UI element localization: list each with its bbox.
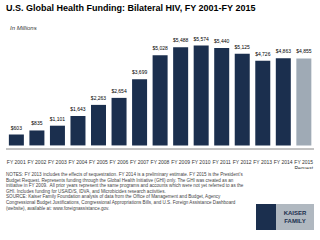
svg-text:$4,863: $4,863 [276,48,292,54]
svg-text:$2,263: $2,263 [91,95,107,101]
svg-text:FY 2009: FY 2009 [171,159,190,165]
svg-text:Request: Request [294,165,312,169]
svg-text:$835: $835 [31,120,42,126]
svg-text:$5,440: $5,440 [214,38,230,44]
svg-text:FY 2004: FY 2004 [68,159,87,165]
svg-text:$5,028: $5,028 [152,45,168,51]
svg-text:$3,699: $3,699 [132,69,148,75]
svg-text:FY 2007: FY 2007 [130,159,149,165]
svg-text:FY 2013: FY 2013 [253,159,272,165]
svg-text:FY 2005: FY 2005 [89,159,108,165]
svg-text:FY 2002: FY 2002 [27,159,46,165]
svg-text:FY 2008: FY 2008 [151,159,170,165]
svg-text:$1,101: $1,101 [50,116,66,122]
html-text:KAISER: KAISER [283,210,307,216]
html-text:NOTES: FY 2013 includes the ef: NOTES: FY 2013 includes the effects of s… [6,172,245,211]
html-text:FAMILY: FAMILY [284,218,306,224]
svg-text:$603: $603 [11,125,22,131]
svg-text:$5,488: $5,488 [173,37,189,43]
svg-text:$2,654: $2,654 [111,88,127,94]
svg-text:FY 2011: FY 2011 [212,159,231,165]
svg-text:$5,125: $5,125 [235,44,251,50]
svg-text:$5,574: $5,574 [194,36,210,42]
svg-text:$4,855: $4,855 [296,48,312,54]
svg-text:FY 2014: FY 2014 [274,159,293,165]
svg-text:FY 2003: FY 2003 [48,159,67,165]
svg-text:FY 2001: FY 2001 [8,159,26,165]
svg-text:$1,643: $1,643 [70,106,86,112]
svg-text:$4,726: $4,726 [255,51,271,57]
svg-text:FY 2010: FY 2010 [192,159,211,165]
html-text:U.S. Global Health Funding: Bi: U.S. Global Health Funding: Bilateral HI… [6,3,256,13]
svg-text:FY 2006: FY 2006 [110,159,129,165]
html-text:In Millions: In Millions [10,25,37,31]
svg-text:FY 2012: FY 2012 [233,159,252,165]
